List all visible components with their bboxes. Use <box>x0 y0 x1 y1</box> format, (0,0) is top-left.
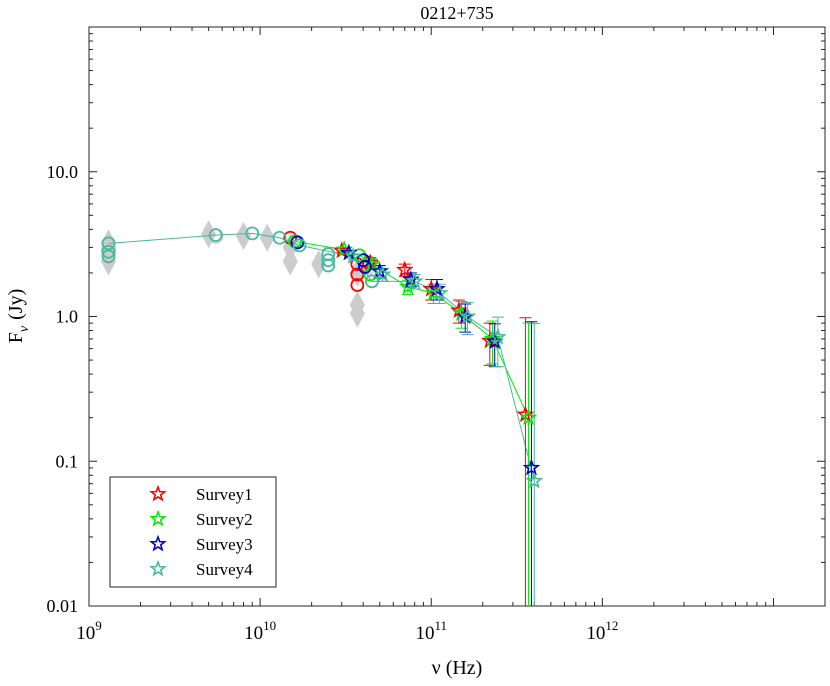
legend-label-survey2: Survey2 <box>196 510 253 529</box>
star-marker-survey4 <box>489 327 507 345</box>
x-tick-exponent: 9 <box>95 618 102 633</box>
x-tick-base: 10 <box>244 623 263 644</box>
x-tick-base: 10 <box>415 623 434 644</box>
circle-marker-survey4 <box>101 236 116 251</box>
star-marker-survey4 <box>458 307 477 325</box>
circle-marker-survey3 <box>358 260 372 274</box>
legend-star-survey2 <box>149 509 167 527</box>
y-axis-label-sub: ν <box>17 325 32 332</box>
y-tick-labels: 0.01 0.1 1.0 10.0 <box>47 162 79 616</box>
x-tick-base: 10 <box>586 623 605 644</box>
star-marker-survey1 <box>422 279 441 297</box>
star-marker-survey3 <box>370 262 389 279</box>
legend-star-survey3 <box>149 534 167 552</box>
y-axis-label: Fν (Jy) <box>5 289 32 343</box>
circle-marker-survey4 <box>321 258 336 273</box>
x-tick-exponent: 12 <box>605 618 618 633</box>
star-marker-survey3 <box>522 458 541 476</box>
x-tick-label: 109 <box>76 618 102 644</box>
circle-marker-survey4 <box>292 238 307 253</box>
star-marker-survey2 <box>519 408 538 426</box>
circle-marker-survey4 <box>245 226 260 241</box>
y-axis-label-main: F <box>5 332 27 343</box>
star-marker-survey4 <box>373 265 392 283</box>
x-tick-base: 10 <box>76 623 95 644</box>
star-marker-survey4 <box>430 283 449 301</box>
y-axis-label-unit: (Jy) <box>5 289 27 320</box>
circle-marker-survey1 <box>350 278 365 292</box>
svg-text:Fν(Jy): Fν (Jy) <box>5 289 32 343</box>
star-marker-survey1 <box>450 301 468 319</box>
legend-star-survey1 <box>149 484 167 502</box>
x-tick-exponent: 11 <box>434 618 447 633</box>
circle-marker-survey3 <box>290 235 305 250</box>
archival-data <box>100 220 377 328</box>
circle-marker-survey4 <box>272 230 287 245</box>
star-marker-survey4 <box>405 272 424 289</box>
star-marker-survey1 <box>395 260 414 278</box>
x-tick-label: 1010 <box>244 618 276 644</box>
archival-circle <box>100 241 117 258</box>
y-tick-label: 10.0 <box>47 162 79 182</box>
archival-diamond <box>259 223 275 252</box>
legend-label-survey1: Survey1 <box>196 485 253 504</box>
x-tick-label: 1012 <box>586 618 618 644</box>
circle-marker-survey4 <box>208 228 223 243</box>
star-marker-survey2 <box>483 329 502 347</box>
y-tick-label: 1.0 <box>56 307 79 327</box>
circle-marker-survey4 <box>321 253 336 268</box>
star-marker-survey4 <box>344 247 363 264</box>
archival-diamond <box>349 299 365 328</box>
legend: Survey1 Survey2 Survey3 Survey4 <box>109 476 277 588</box>
x-tick-labels: 109 1010 1011 1012 <box>76 618 618 644</box>
legend-star-survey4 <box>149 559 167 577</box>
star-marker-survey4 <box>525 471 544 489</box>
y-tick-label: 0.1 <box>56 451 79 471</box>
x-axis-label: ν (Hz) <box>432 657 483 679</box>
x-tick-label: 1011 <box>415 618 447 644</box>
axis-ticks <box>88 26 826 607</box>
data-markers <box>101 226 544 489</box>
y-tick-label: 0.01 <box>47 596 79 616</box>
star-marker-survey3 <box>428 279 446 297</box>
chart-title: 0212+735 <box>420 3 493 23</box>
circle-marker-survey4 <box>101 249 116 264</box>
legend-box <box>109 476 277 588</box>
legend-label-survey4: Survey4 <box>196 560 253 579</box>
legend-label-survey3: Survey3 <box>196 535 253 554</box>
circle-marker-survey4 <box>101 244 116 259</box>
star-marker-survey3 <box>485 332 504 350</box>
x-tick-exponent: 10 <box>263 618 276 633</box>
